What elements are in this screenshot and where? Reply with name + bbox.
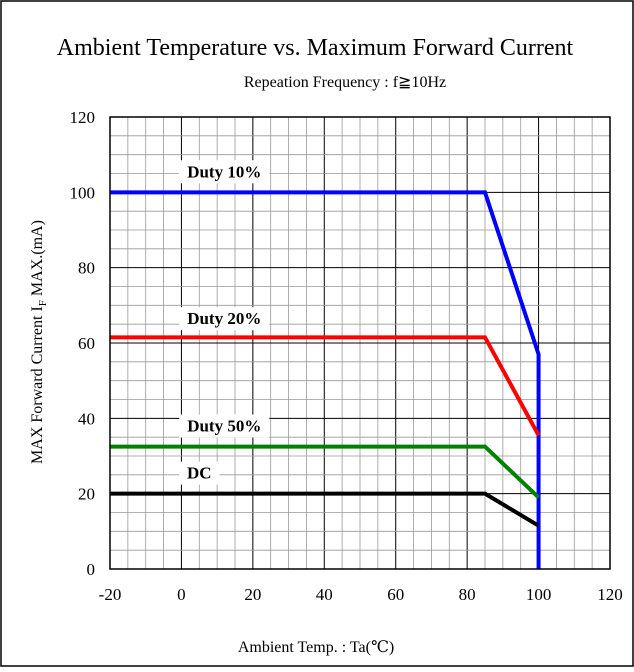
chart-subtitle: Repeation Frequency : f≧10Hz	[244, 74, 446, 91]
series-line-duty-20	[110, 335, 541, 437]
y-axis-label-tail: MAX.(mA)	[29, 220, 46, 300]
y-tick-label: 100	[70, 183, 96, 202]
series-line-duty-10	[110, 190, 541, 569]
series-label-2: Duty 50%	[187, 417, 261, 436]
y-axis-label-main: MAX Forward Current I	[29, 306, 46, 464]
series-line-duty-50	[110, 444, 540, 499]
series-label-0: Duty 10%	[187, 162, 261, 181]
x-tick-labels: -20 0 20 40 60 80 100 120	[99, 585, 623, 604]
series-label-bg-1	[179, 307, 270, 331]
series-label-3: DC	[187, 464, 212, 483]
chart-title: Ambient Temperature vs. Maximum Forward …	[57, 35, 574, 61]
x-tick-label: 80	[459, 585, 476, 604]
y-tick-label: 60	[78, 334, 95, 353]
x-tick-label: -20	[99, 585, 122, 604]
y-tick-label: 20	[78, 485, 95, 504]
y-tick-label: 120	[70, 108, 96, 127]
x-tick-label: 20	[244, 585, 261, 604]
plot-border	[109, 116, 611, 570]
x-tick-label: 40	[316, 585, 333, 604]
series-label-bg-0	[179, 160, 270, 184]
y-tick-label: 0	[87, 560, 96, 579]
x-tick-label: 120	[597, 585, 623, 604]
x-tick-label: 60	[387, 585, 404, 604]
series-label-1: Duty 20%	[187, 309, 261, 328]
series-labels: Duty 10% Duty 20% Duty 50% DC	[179, 160, 270, 485]
y-tick-labels: 0 20 40 60 80 100 120	[70, 108, 96, 579]
series-lines	[110, 190, 541, 569]
series-label-bg-3	[179, 461, 220, 485]
y-axis-label: MAX Forward Current IF MAX.(mA)	[29, 220, 49, 464]
y-tick-label: 40	[78, 409, 95, 428]
y-tick-label: 80	[78, 259, 95, 278]
series-label-bg-2	[179, 414, 270, 438]
x-tick-label: 0	[177, 585, 186, 604]
x-tick-label: 100	[526, 585, 552, 604]
series-line-dc	[110, 491, 540, 528]
x-axis-label: Ambient Temp. : Ta(℃)	[238, 639, 394, 656]
y-axis-label-subscript: F	[37, 300, 49, 306]
